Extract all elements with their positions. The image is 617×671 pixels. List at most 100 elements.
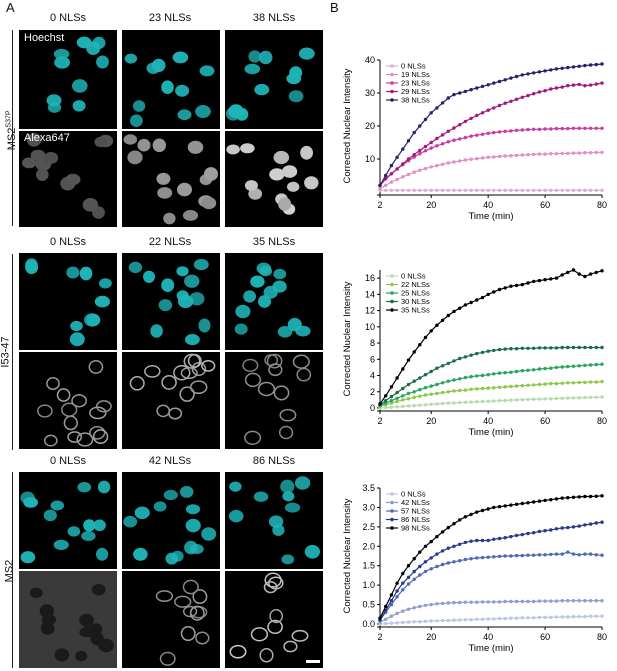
series-line	[379, 521, 603, 621]
data-point	[588, 614, 593, 618]
data-point	[560, 365, 564, 369]
data-point	[452, 92, 456, 97]
data-point	[446, 96, 450, 100]
data-point	[600, 599, 604, 603]
data-point	[560, 396, 564, 400]
data-point	[532, 553, 536, 557]
nucleus	[150, 324, 163, 338]
series-line	[379, 600, 602, 623]
data-point	[543, 498, 547, 503]
data-point	[423, 560, 428, 564]
data-point	[594, 362, 598, 367]
legend-label: 30 NLSs	[401, 297, 430, 306]
data-point	[440, 101, 445, 105]
data-point	[440, 133, 445, 137]
data-point	[492, 348, 496, 353]
data-point	[480, 600, 485, 604]
data-point	[526, 531, 530, 536]
data-point	[503, 398, 507, 403]
x-tick-label: 80	[597, 632, 607, 642]
data-point	[463, 618, 468, 622]
data-point	[429, 384, 433, 388]
cell	[296, 367, 312, 382]
data-point	[389, 394, 394, 399]
data-point	[418, 152, 422, 156]
legend-label: 29 NLSs	[401, 87, 430, 96]
cell	[89, 406, 107, 420]
data-point	[509, 154, 513, 158]
cell	[67, 431, 83, 443]
data-point	[549, 87, 553, 91]
nucleus	[258, 295, 271, 308]
data-point	[554, 67, 559, 71]
data-point	[594, 150, 598, 155]
data-point	[435, 602, 439, 606]
data-point	[549, 366, 553, 370]
hoechst-image	[122, 30, 220, 129]
cell	[250, 627, 269, 642]
data-point	[503, 101, 507, 105]
data-point	[384, 183, 388, 188]
data-point	[469, 188, 473, 192]
data-point	[486, 155, 490, 159]
hoechst-image	[225, 253, 323, 350]
data-point	[509, 384, 513, 389]
data-point	[384, 621, 388, 626]
data-point	[475, 133, 479, 137]
data-point	[395, 167, 399, 171]
data-point	[486, 108, 490, 112]
data-point	[554, 497, 559, 501]
data-point	[378, 183, 382, 188]
nucleus	[268, 515, 284, 528]
data-point	[435, 402, 439, 406]
cell	[127, 150, 143, 165]
data-point	[560, 615, 564, 619]
data-point	[429, 392, 433, 396]
data-point	[463, 188, 468, 192]
data-point	[588, 151, 593, 155]
data-point	[526, 153, 530, 157]
data-point	[543, 615, 547, 620]
data-point	[418, 394, 422, 398]
y-tick-label: 30	[365, 88, 375, 98]
data-point	[520, 501, 524, 506]
data-point	[418, 573, 422, 577]
data-point	[497, 79, 502, 84]
nucleus	[228, 509, 244, 523]
cell	[168, 407, 183, 420]
data-point	[514, 97, 519, 102]
data-point	[418, 550, 422, 554]
cell	[283, 640, 298, 653]
data-point	[588, 599, 593, 603]
data-point	[378, 402, 382, 406]
data-point	[503, 371, 507, 375]
data-point	[583, 523, 587, 527]
data-point	[480, 555, 485, 560]
data-point	[395, 177, 399, 182]
data-point	[423, 544, 428, 548]
data-point	[588, 345, 593, 350]
row-label: I53-47	[0, 336, 12, 368]
nucleus	[66, 266, 80, 279]
data-point	[566, 65, 570, 70]
data-point	[588, 380, 593, 384]
data-point	[446, 361, 450, 366]
data-point	[412, 379, 416, 383]
data-point	[401, 588, 405, 592]
data-point	[549, 397, 553, 401]
data-point	[583, 151, 587, 155]
data-point	[520, 95, 524, 100]
data-point	[577, 599, 581, 603]
row-label: MS2S37P	[6, 110, 19, 150]
data-point	[503, 599, 507, 604]
data-point	[412, 390, 416, 394]
legend-marker	[390, 526, 394, 530]
scale-bar	[306, 660, 320, 663]
data-point	[401, 175, 405, 179]
data-point	[571, 614, 576, 619]
data-point	[537, 70, 542, 74]
legend-marker	[390, 274, 394, 278]
data-point	[480, 295, 485, 300]
cell	[263, 580, 278, 594]
y-tick-label: 12	[365, 306, 375, 316]
